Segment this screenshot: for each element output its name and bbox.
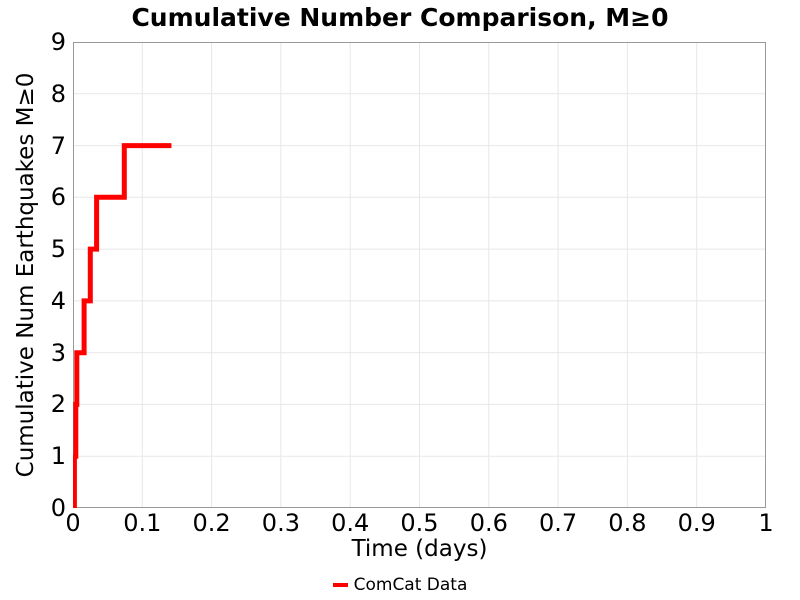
x-tick-label: 0.1	[123, 509, 162, 537]
x-tick-label: 0.3	[261, 509, 300, 537]
legend-line-swatch	[332, 583, 348, 587]
y-tick-label: 0	[50, 494, 66, 522]
y-tick-label: 8	[50, 79, 66, 108]
x-tick-label: 0.5	[400, 509, 439, 537]
x-tick-label: 0.8	[608, 509, 647, 537]
x-tick-label: 1	[758, 509, 774, 537]
x-tick-label: 0.6	[469, 509, 508, 537]
x-tick-label: 0.4	[331, 509, 370, 537]
legend-label: ComCat Data	[353, 575, 468, 595]
x-tick-label: 0.9	[677, 509, 716, 537]
y-tick-label: 5	[50, 235, 66, 264]
chart-title: Cumulative Number Comparison, M≥0	[131, 3, 669, 32]
y-tick-label: 7	[50, 131, 66, 160]
y-tick-label: 4	[50, 286, 66, 315]
y-tick-label: 3	[50, 338, 66, 367]
y-tick-label: 2	[50, 390, 66, 419]
y-tick-label: 1	[50, 442, 66, 471]
y-tick-label: 9	[50, 28, 66, 56]
plot-area	[73, 42, 766, 508]
x-tick-label: 0	[65, 509, 81, 537]
legend: ComCat Data	[0, 574, 800, 596]
x-axis-label: Time (days)	[351, 536, 488, 562]
x-tick-label: 0.2	[192, 509, 231, 537]
x-tick-label: 0.7	[539, 509, 578, 537]
plot-canvas	[73, 42, 766, 508]
y-tick-label: 6	[50, 183, 66, 212]
